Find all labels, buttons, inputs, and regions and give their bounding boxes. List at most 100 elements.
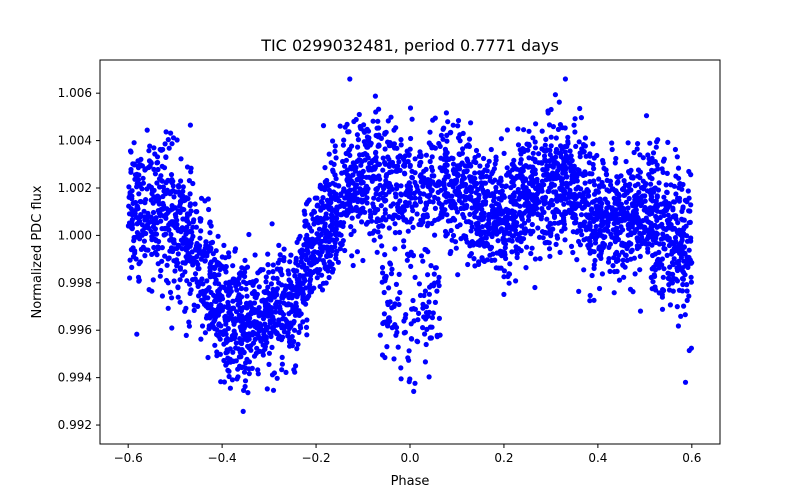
data-point <box>196 281 202 288</box>
data-point <box>669 260 676 266</box>
data-point <box>602 196 608 202</box>
data-point <box>636 217 642 223</box>
data-point <box>147 143 153 149</box>
data-point <box>593 203 599 209</box>
data-point <box>679 234 685 240</box>
data-point <box>254 293 260 299</box>
data-point <box>649 286 655 292</box>
data-point <box>505 210 511 216</box>
data-point <box>279 361 285 367</box>
data-point <box>243 322 249 328</box>
data-point <box>307 225 313 231</box>
data-point <box>129 212 135 218</box>
data-point <box>596 176 602 182</box>
data-point <box>380 270 386 276</box>
data-point <box>273 301 279 308</box>
data-point <box>215 305 221 312</box>
data-point <box>486 231 492 237</box>
data-point <box>410 297 416 304</box>
data-point <box>537 256 543 262</box>
data-point <box>412 195 418 201</box>
data-point <box>486 227 492 233</box>
data-point <box>149 191 155 197</box>
data-point <box>482 230 488 236</box>
data-point <box>630 175 636 181</box>
data-point <box>361 197 367 203</box>
data-point <box>473 147 480 154</box>
data-point <box>629 215 635 221</box>
data-point <box>221 341 227 347</box>
data-point <box>351 118 357 125</box>
data-point <box>190 257 196 263</box>
data-point <box>268 297 274 303</box>
data-point <box>406 357 412 363</box>
data-point <box>378 135 384 141</box>
data-point <box>187 122 193 128</box>
data-point <box>164 262 170 268</box>
data-point <box>315 236 321 242</box>
data-point <box>235 302 241 308</box>
data-point <box>457 194 463 200</box>
data-point <box>626 169 632 175</box>
data-point <box>378 217 384 223</box>
data-point <box>567 200 573 206</box>
data-point <box>374 249 380 255</box>
data-point <box>640 178 646 184</box>
data-point <box>293 255 299 261</box>
data-point <box>643 113 650 119</box>
data-point <box>443 152 449 159</box>
data-point <box>363 221 369 227</box>
data-point <box>417 195 423 202</box>
chart-title: TIC 0299032481, period 0.7771 days <box>260 36 559 55</box>
data-point <box>140 175 146 181</box>
data-point <box>532 157 538 163</box>
data-point <box>426 299 432 305</box>
data-point <box>482 192 488 198</box>
data-point <box>599 271 606 277</box>
data-point <box>379 243 385 249</box>
data-point <box>392 221 398 227</box>
data-point <box>352 192 358 198</box>
y-tick-label: 1.004 <box>58 134 92 148</box>
data-point <box>175 251 181 257</box>
data-point <box>291 367 297 373</box>
data-point <box>265 262 271 268</box>
data-point <box>359 219 365 225</box>
data-point <box>292 312 298 318</box>
data-point <box>572 220 578 226</box>
data-point <box>157 273 163 279</box>
data-point <box>498 226 505 232</box>
data-point <box>235 279 241 285</box>
data-point <box>430 283 437 289</box>
data-point <box>412 156 418 162</box>
data-point <box>165 305 171 311</box>
data-point <box>435 279 441 285</box>
data-point <box>649 194 655 200</box>
data-point <box>388 271 395 277</box>
data-point <box>413 183 419 189</box>
data-point <box>231 328 237 334</box>
data-point <box>540 167 546 173</box>
data-point <box>680 204 686 210</box>
data-point <box>683 223 689 229</box>
data-point <box>568 153 574 159</box>
data-point <box>420 258 426 264</box>
data-point <box>317 241 323 247</box>
data-point <box>346 207 352 213</box>
data-point <box>165 280 171 286</box>
data-point <box>503 183 509 189</box>
data-point <box>619 240 625 246</box>
data-point <box>647 174 653 180</box>
data-point <box>361 139 367 145</box>
data-point <box>420 212 427 218</box>
data-point <box>589 272 595 279</box>
data-point <box>577 223 583 229</box>
data-point <box>480 214 486 220</box>
data-point <box>570 249 576 256</box>
data-point <box>230 298 236 304</box>
data-point <box>136 219 142 225</box>
data-point <box>391 163 397 169</box>
data-point <box>314 195 320 201</box>
data-point <box>152 171 158 177</box>
data-point <box>177 299 183 305</box>
